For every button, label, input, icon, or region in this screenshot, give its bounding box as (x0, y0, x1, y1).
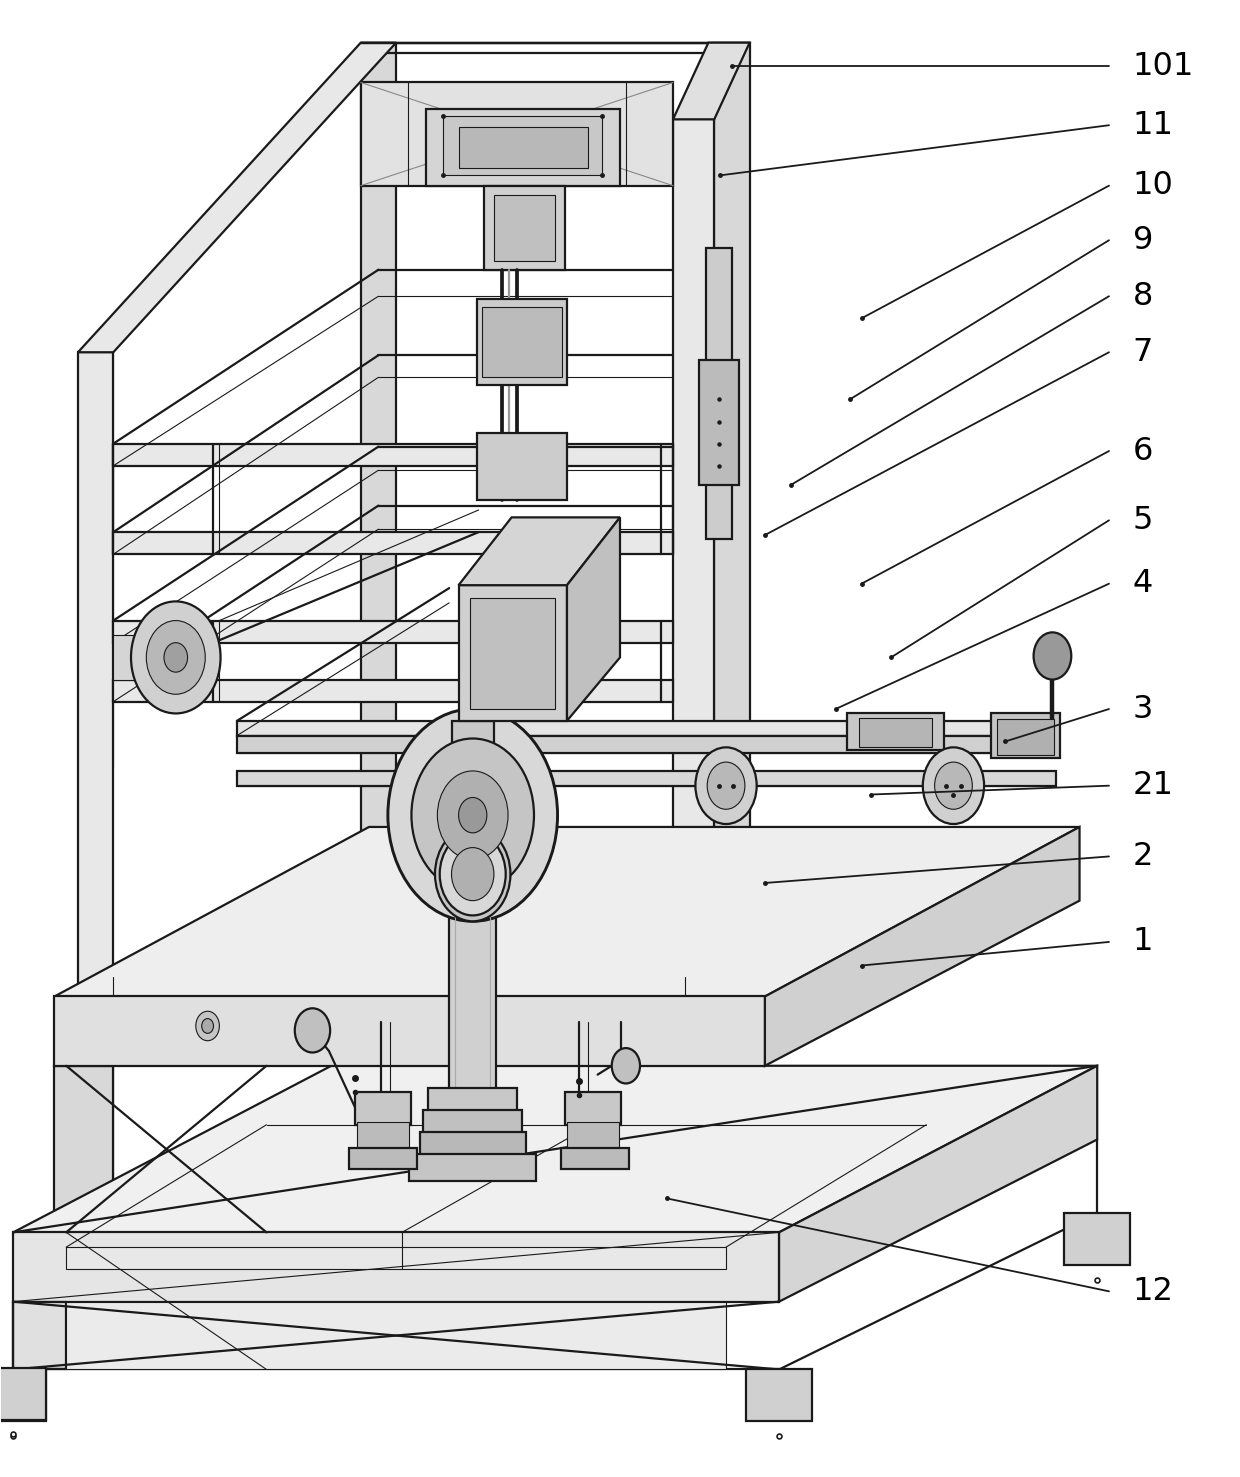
Polygon shape (765, 827, 1080, 1066)
Polygon shape (361, 83, 673, 186)
Bar (419, 1131, 526, 1158)
Text: 7: 7 (1132, 337, 1153, 368)
Circle shape (923, 747, 985, 824)
Bar (409, 1154, 537, 1180)
Bar (485, 186, 564, 270)
Polygon shape (78, 352, 113, 768)
Bar (0, 1368, 46, 1419)
Polygon shape (472, 815, 511, 874)
Polygon shape (237, 736, 1056, 753)
Polygon shape (706, 1066, 765, 1217)
Bar (0, 1369, 46, 1421)
Text: 6: 6 (1132, 436, 1153, 467)
Polygon shape (779, 1066, 1097, 1301)
Circle shape (196, 1012, 219, 1041)
Bar (560, 1148, 630, 1168)
Bar (443, 117, 603, 176)
Text: 3: 3 (1132, 694, 1153, 725)
Circle shape (412, 738, 534, 892)
Polygon shape (14, 1301, 66, 1369)
Polygon shape (113, 635, 136, 679)
Polygon shape (113, 679, 673, 702)
Bar (459, 127, 588, 168)
Circle shape (707, 762, 745, 809)
Bar (425, 109, 620, 186)
Polygon shape (673, 120, 714, 879)
Circle shape (440, 833, 506, 916)
Circle shape (438, 771, 508, 860)
Bar (847, 713, 944, 750)
Text: 10: 10 (1132, 170, 1173, 201)
Text: 2: 2 (1132, 840, 1153, 871)
Polygon shape (451, 721, 494, 768)
Circle shape (388, 709, 558, 922)
Polygon shape (438, 815, 472, 874)
Bar (746, 1369, 812, 1421)
Circle shape (164, 642, 187, 672)
Text: 9: 9 (1132, 225, 1153, 256)
Polygon shape (237, 721, 1056, 736)
Polygon shape (113, 443, 673, 465)
Circle shape (459, 798, 487, 833)
Bar (348, 1148, 418, 1168)
Bar (567, 1123, 619, 1148)
Bar (459, 585, 567, 721)
Polygon shape (66, 1301, 727, 1369)
Circle shape (1034, 632, 1071, 679)
Text: 11: 11 (1132, 109, 1173, 140)
Bar (477, 433, 567, 499)
Polygon shape (78, 43, 396, 352)
Circle shape (202, 1019, 213, 1034)
Bar (355, 1093, 412, 1125)
Bar (706, 248, 732, 539)
Polygon shape (66, 1247, 727, 1269)
Circle shape (935, 762, 972, 809)
Bar (477, 300, 567, 384)
Circle shape (131, 601, 221, 713)
Text: 21: 21 (1132, 770, 1173, 801)
Bar (859, 718, 932, 747)
Bar (470, 598, 556, 709)
Bar (428, 1089, 517, 1115)
Circle shape (696, 747, 756, 824)
Polygon shape (459, 517, 620, 585)
Polygon shape (714, 43, 750, 879)
Circle shape (435, 827, 511, 922)
Bar (991, 713, 1059, 758)
Circle shape (146, 620, 206, 694)
Circle shape (451, 848, 494, 901)
Polygon shape (673, 43, 750, 120)
Text: 101: 101 (1132, 50, 1194, 81)
Polygon shape (55, 997, 765, 1066)
Bar (482, 307, 562, 377)
Polygon shape (55, 1066, 113, 1217)
Text: 12: 12 (1132, 1276, 1173, 1307)
Polygon shape (113, 620, 673, 642)
Bar (494, 195, 556, 261)
Polygon shape (113, 532, 673, 554)
Bar (423, 1111, 522, 1136)
Bar (357, 1123, 409, 1148)
Circle shape (295, 1009, 330, 1053)
Text: 8: 8 (1132, 281, 1153, 312)
Text: 1: 1 (1132, 926, 1153, 957)
Polygon shape (14, 1232, 779, 1301)
Polygon shape (567, 517, 620, 721)
Polygon shape (55, 827, 1080, 997)
Circle shape (611, 1049, 640, 1084)
Bar (564, 1093, 621, 1125)
Polygon shape (78, 352, 113, 1291)
Polygon shape (449, 874, 496, 1096)
Text: 4: 4 (1132, 569, 1153, 600)
Polygon shape (237, 771, 1056, 786)
Bar (699, 359, 739, 484)
Bar (1064, 1213, 1130, 1264)
Bar (997, 719, 1054, 755)
Text: 5: 5 (1132, 505, 1153, 536)
Polygon shape (14, 1066, 1097, 1232)
Polygon shape (361, 43, 396, 1056)
